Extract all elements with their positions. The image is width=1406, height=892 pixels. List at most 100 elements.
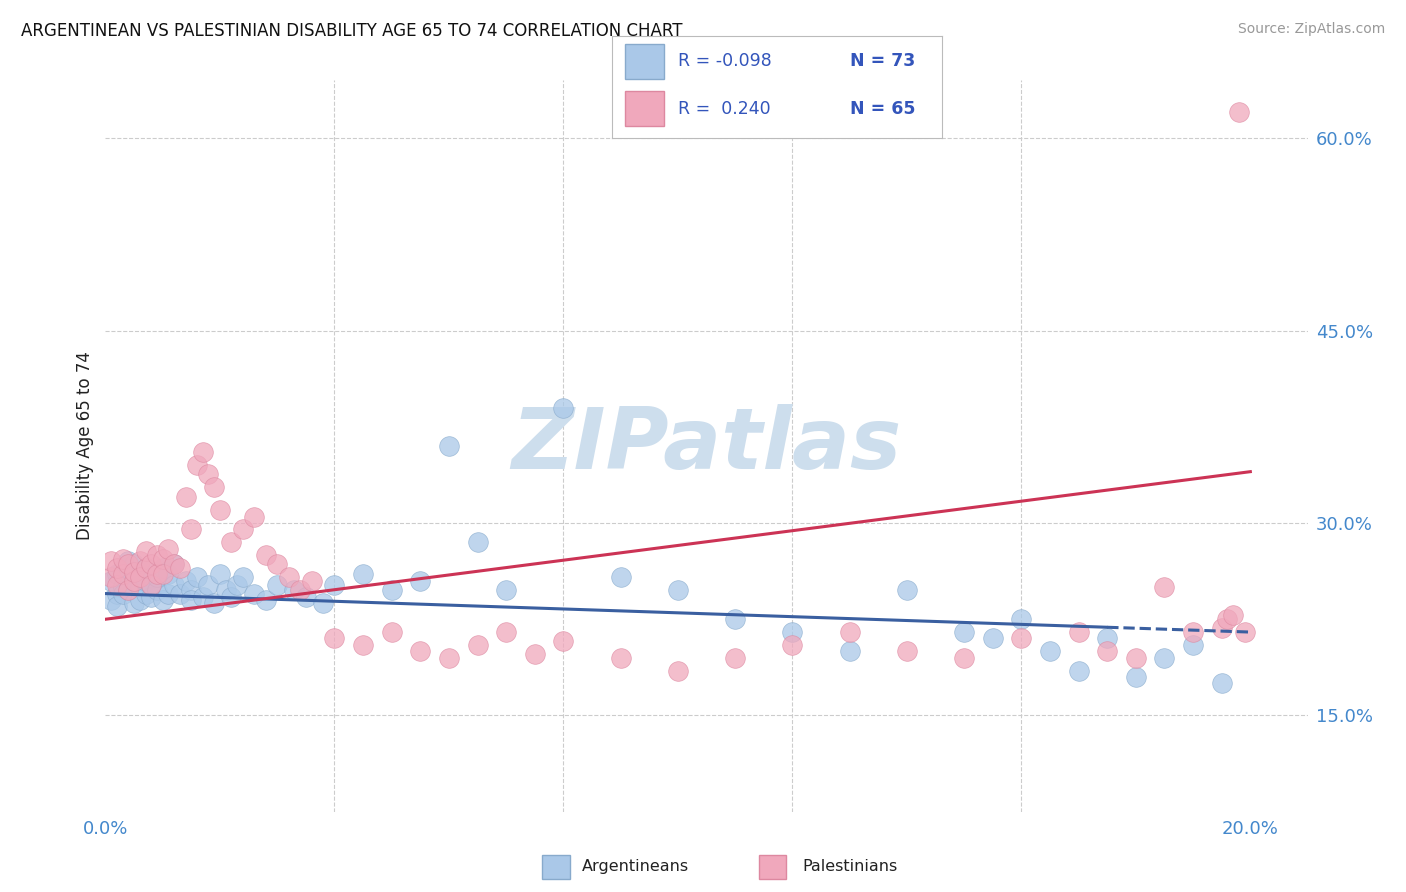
Point xyxy=(117,567,139,582)
Point xyxy=(117,582,139,597)
Point xyxy=(666,664,689,678)
Point xyxy=(135,586,157,600)
Point xyxy=(953,650,976,665)
Point xyxy=(254,593,277,607)
Point xyxy=(1233,625,1256,640)
Point xyxy=(1067,625,1090,640)
Point xyxy=(191,445,214,459)
Point xyxy=(180,593,202,607)
Point xyxy=(111,586,134,600)
Point xyxy=(666,582,689,597)
Point xyxy=(266,557,288,571)
Point xyxy=(128,554,150,568)
Point xyxy=(163,577,186,591)
Point xyxy=(180,582,202,597)
Text: Source: ZipAtlas.com: Source: ZipAtlas.com xyxy=(1237,22,1385,37)
Point xyxy=(208,567,231,582)
Point xyxy=(105,561,128,575)
Text: Argentineans: Argentineans xyxy=(582,859,689,873)
Point xyxy=(122,574,145,588)
Point xyxy=(896,644,918,658)
Point xyxy=(467,638,489,652)
Point xyxy=(152,593,174,607)
Point xyxy=(163,557,186,571)
Text: R = -0.098: R = -0.098 xyxy=(678,53,772,70)
Point xyxy=(1010,612,1032,626)
Point xyxy=(838,644,860,658)
Point xyxy=(100,570,122,584)
Point xyxy=(1067,664,1090,678)
Point xyxy=(295,591,318,605)
Point xyxy=(437,650,460,665)
Point xyxy=(553,401,575,415)
Point xyxy=(953,625,976,640)
Point xyxy=(117,554,139,568)
Point xyxy=(1211,676,1233,690)
Point xyxy=(782,638,804,652)
Point xyxy=(135,561,157,575)
Point xyxy=(169,561,191,575)
Y-axis label: Disability Age 65 to 74: Disability Age 65 to 74 xyxy=(76,351,94,541)
Point xyxy=(141,577,163,591)
Bar xyxy=(624,91,665,126)
Point xyxy=(135,574,157,588)
Point xyxy=(838,625,860,640)
Point xyxy=(135,544,157,558)
Point xyxy=(232,570,254,584)
Point xyxy=(609,650,631,665)
Point xyxy=(352,638,374,652)
Point xyxy=(191,591,214,605)
Point xyxy=(301,574,323,588)
Point xyxy=(1182,625,1205,640)
Point xyxy=(152,567,174,582)
Point xyxy=(146,567,169,582)
Point xyxy=(105,577,128,591)
Point xyxy=(111,567,134,582)
Point xyxy=(221,535,243,549)
Point xyxy=(323,577,346,591)
Point xyxy=(117,582,139,597)
Point xyxy=(152,561,174,575)
Point xyxy=(896,582,918,597)
Bar xyxy=(759,855,786,880)
Point xyxy=(254,548,277,562)
Point xyxy=(1182,638,1205,652)
Point xyxy=(1211,621,1233,635)
Point xyxy=(221,591,243,605)
Point xyxy=(122,565,145,579)
Text: N = 73: N = 73 xyxy=(849,53,915,70)
Point xyxy=(163,557,186,571)
Point xyxy=(105,567,128,582)
Point xyxy=(782,625,804,640)
Point xyxy=(266,577,288,591)
Point xyxy=(381,582,404,597)
Point xyxy=(1153,580,1175,594)
Point xyxy=(100,593,122,607)
Point xyxy=(1125,670,1147,684)
Point xyxy=(146,570,169,584)
Point xyxy=(186,458,208,473)
Text: Palestinians: Palestinians xyxy=(801,859,897,873)
Text: ARGENTINEAN VS PALESTINIAN DISABILITY AGE 65 TO 74 CORRELATION CHART: ARGENTINEAN VS PALESTINIAN DISABILITY AG… xyxy=(21,22,682,40)
Point xyxy=(174,574,197,588)
Point xyxy=(122,574,145,588)
Point xyxy=(283,582,305,597)
Point xyxy=(128,593,150,607)
Point xyxy=(1153,650,1175,665)
Point xyxy=(157,586,180,600)
Point xyxy=(146,548,169,562)
Point xyxy=(724,650,747,665)
Point xyxy=(122,557,145,571)
Point xyxy=(197,467,219,482)
Point xyxy=(243,586,266,600)
Point xyxy=(495,625,517,640)
Point xyxy=(128,570,150,584)
Point xyxy=(243,509,266,524)
Point xyxy=(100,554,122,568)
Text: ZIPatlas: ZIPatlas xyxy=(512,404,901,488)
Point xyxy=(1095,632,1118,646)
Bar xyxy=(624,44,665,78)
Point xyxy=(105,586,128,600)
Point xyxy=(724,612,747,626)
Point xyxy=(197,577,219,591)
